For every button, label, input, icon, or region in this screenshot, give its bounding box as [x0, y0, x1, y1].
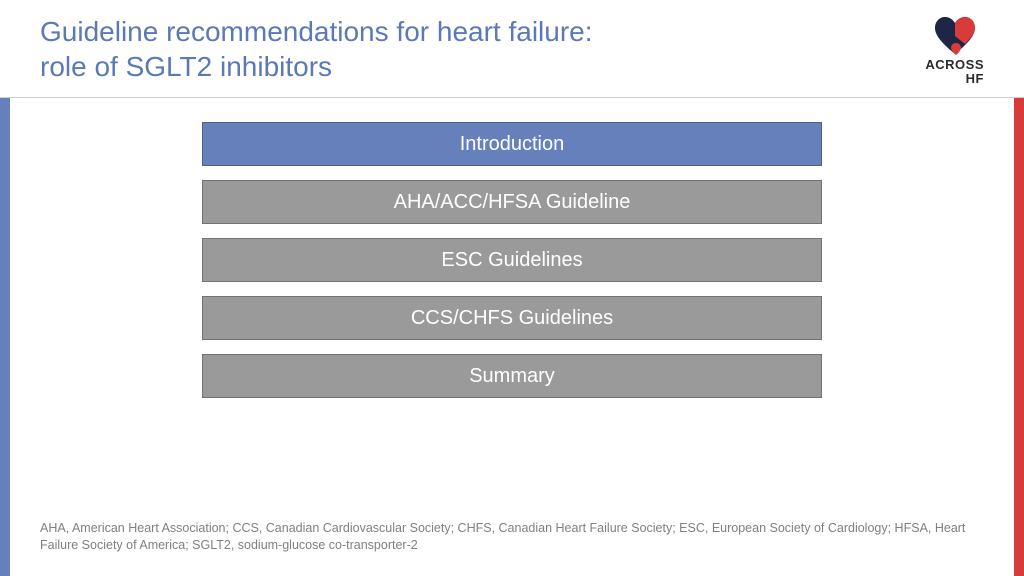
- slide-title: Guideline recommendations for heart fail…: [40, 14, 593, 84]
- logo: ACROSS HF: [925, 16, 984, 85]
- logo-text: ACROSS HF: [925, 58, 984, 85]
- nav-ccs-chfs[interactable]: CCS/CHFS Guidelines: [202, 296, 822, 340]
- nav-label: CCS/CHFS Guidelines: [411, 307, 613, 330]
- body: Introduction AHA/ACC/HFSA Guideline ESC …: [0, 98, 1024, 576]
- header: Guideline recommendations for heart fail…: [0, 0, 1024, 98]
- nav-button-list: Introduction AHA/ACC/HFSA Guideline ESC …: [202, 122, 822, 398]
- nav-introduction[interactable]: Introduction: [202, 122, 822, 166]
- slide: Guideline recommendations for heart fail…: [0, 0, 1024, 576]
- heart-icon: [933, 16, 977, 56]
- accent-bar-right: [1014, 98, 1024, 576]
- nav-label: Summary: [469, 365, 555, 388]
- nav-label: ESC Guidelines: [441, 249, 582, 272]
- nav-label: Introduction: [460, 133, 565, 156]
- title-line-1: Guideline recommendations for heart fail…: [40, 16, 593, 47]
- title-line-2: role of SGLT2 inhibitors: [40, 51, 332, 82]
- nav-label: AHA/ACC/HFSA Guideline: [394, 191, 631, 214]
- nav-esc[interactable]: ESC Guidelines: [202, 238, 822, 282]
- nav-aha-acc-hfsa[interactable]: AHA/ACC/HFSA Guideline: [202, 180, 822, 224]
- logo-word-bottom: HF: [966, 71, 984, 86]
- accent-bar-left: [0, 98, 10, 576]
- nav-summary[interactable]: Summary: [202, 354, 822, 398]
- footnote: AHA, American Heart Association; CCS, Ca…: [40, 520, 984, 554]
